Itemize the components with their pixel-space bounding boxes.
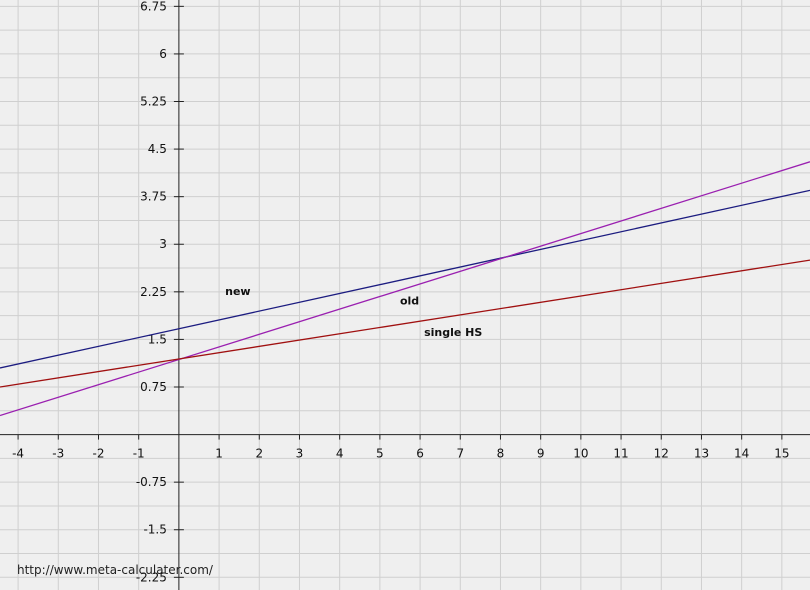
series-label-old: old xyxy=(400,295,419,308)
y-tick-label: 1.5 xyxy=(148,332,167,346)
y-tick-label: 0.75 xyxy=(140,380,167,394)
x-tick-label: 3 xyxy=(296,447,304,461)
series-label-new: new xyxy=(225,285,250,298)
x-tick-label: 11 xyxy=(613,447,628,461)
y-tick-label: 5.25 xyxy=(140,95,167,109)
y-axis-ticks: -2.25 -1.5 -0.75 0.75 1.5 2.25 3 3.75 4.5 5.25 6 6.… xyxy=(136,0,184,584)
y-tick-label: 6.75 xyxy=(140,0,167,13)
source-url: http://www.meta-calculater.com/ xyxy=(17,563,213,577)
y-tick-label: -2.25 xyxy=(136,570,167,584)
x-tick-label: 7 xyxy=(456,447,464,461)
series-line-single-hs xyxy=(0,259,810,388)
x-tick-label: 13 xyxy=(694,447,709,461)
series-label-single-hs: single HS xyxy=(424,326,482,339)
x-tick-label: 9 xyxy=(537,447,545,461)
series-lines xyxy=(0,161,810,417)
x-tick-label: 1 xyxy=(215,447,223,461)
x-tick-label: 6 xyxy=(416,447,424,461)
x-tick-label: 15 xyxy=(774,447,789,461)
x-tick-label: 4 xyxy=(336,447,344,461)
x-tick-label: 8 xyxy=(497,447,505,461)
x-tick-label: 5 xyxy=(376,447,384,461)
x-tick-label: 2 xyxy=(255,447,263,461)
y-tick-label: 6 xyxy=(159,47,167,61)
y-tick-label: -1.5 xyxy=(143,523,166,537)
y-tick-label: 2.25 xyxy=(140,285,167,299)
x-tick-label: 10 xyxy=(573,447,588,461)
y-tick-label: 3.75 xyxy=(140,190,167,204)
series-labels: new old single HS xyxy=(225,285,482,339)
x-tick-label: -3 xyxy=(52,447,64,461)
x-axis-ticks: -4 -3 -2 -1 1 2 3 4 5 6 7 8 9 10 11 12 13 14 15 xyxy=(12,434,790,461)
y-tick-label: 3 xyxy=(159,237,167,251)
series-line-new xyxy=(0,189,810,369)
x-tick-label: 14 xyxy=(734,447,749,461)
series-line-old xyxy=(0,161,810,417)
x-tick-label: -4 xyxy=(12,447,24,461)
x-tick-label: 12 xyxy=(654,447,669,461)
x-tick-label: -2 xyxy=(93,447,105,461)
y-tick-label: 4.5 xyxy=(148,142,167,156)
y-tick-label: -0.75 xyxy=(136,475,167,489)
x-tick-label: -1 xyxy=(133,447,145,461)
